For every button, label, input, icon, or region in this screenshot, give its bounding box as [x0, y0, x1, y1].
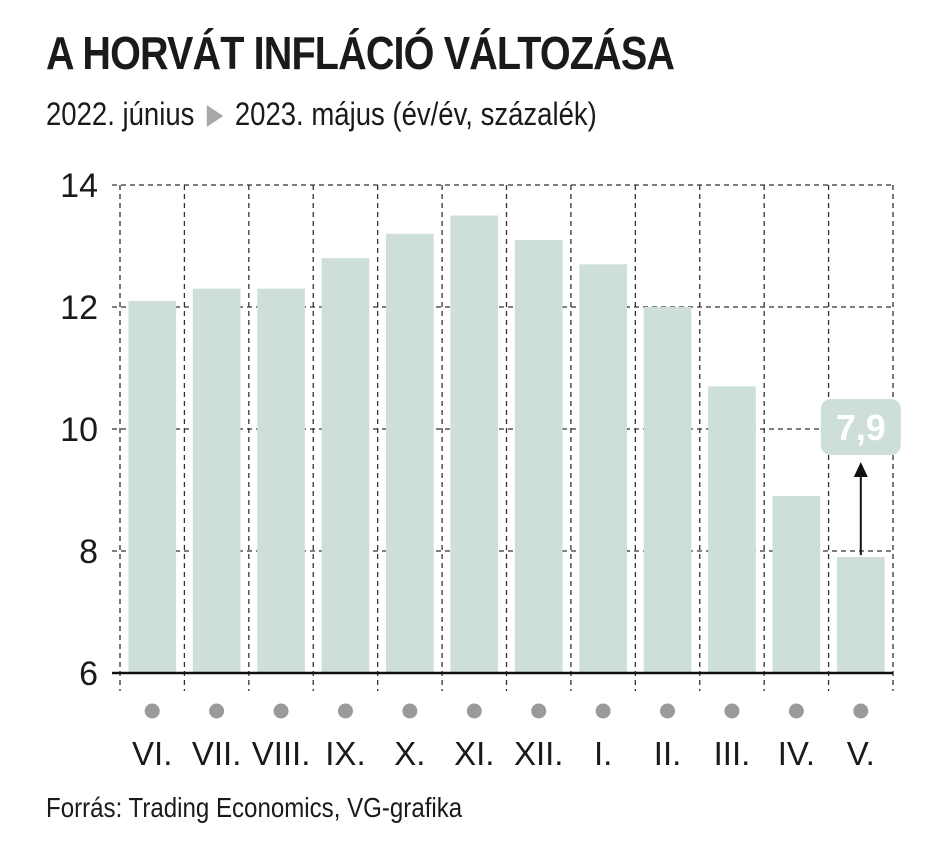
- y-tick-label: 8: [79, 533, 98, 571]
- bar-vi: [128, 300, 177, 673]
- bar-ii: [643, 307, 692, 673]
- category-dot: [724, 703, 740, 719]
- category-dot: [402, 703, 418, 719]
- grid-lines: [112, 184, 894, 691]
- play-arrow-icon: [206, 105, 223, 127]
- x-tick-label: VII.: [192, 735, 242, 772]
- bar-xii: [514, 239, 563, 673]
- category-dot: [788, 703, 804, 719]
- x-tick-label: IV.: [778, 735, 815, 772]
- bar-ix: [321, 258, 370, 673]
- x-tick-label: X.: [394, 735, 425, 772]
- category-dot: [273, 703, 289, 719]
- callout-value: 7,9: [836, 407, 886, 448]
- x-tick-label: II.: [654, 735, 682, 772]
- bar-v: [836, 557, 885, 673]
- source-note: Forrás: Trading Economics, VG-grafika: [46, 792, 463, 823]
- category-dot: [466, 703, 482, 719]
- y-tick-label: 14: [60, 167, 98, 205]
- bar-iii: [708, 386, 756, 673]
- y-tick-label: 10: [60, 411, 98, 449]
- bar-vii: [192, 288, 241, 673]
- bar-viii: [257, 288, 305, 673]
- x-tick-label: V.: [847, 735, 875, 772]
- callout-box: [820, 399, 901, 455]
- x-tick-label: XII.: [514, 735, 564, 772]
- chart-subtitle: 2022. június 2023. május (év/év, százalék…: [46, 96, 597, 133]
- bar-x: [386, 233, 434, 674]
- category-dot: [144, 703, 160, 719]
- chart-title: A HORVÁT INFLÁCIÓ VÁLTOZÁSA: [46, 27, 675, 79]
- callout-arrowhead: [853, 462, 868, 477]
- x-tick-label: VIII.: [252, 735, 311, 772]
- x-tick-label: I.: [594, 735, 612, 772]
- category-dot: [531, 703, 547, 719]
- subtitle-end: 2023. május (év/év, százalék): [234, 96, 597, 132]
- bars: [128, 215, 885, 674]
- annotation: 7,9: [820, 399, 901, 556]
- labels: 6 8 10 12 14 VI. VII. VIII. IX. X. XI. XII. I. II. III…: [60, 167, 875, 772]
- bar-iv: [772, 496, 821, 673]
- bar-xi: [450, 215, 499, 673]
- x-tick-label: VI.: [132, 735, 172, 772]
- x-tick-label: IX.: [325, 735, 365, 772]
- category-dot: [660, 703, 676, 719]
- x-tick-label: XI.: [454, 735, 494, 772]
- x-tick-label: III.: [714, 735, 751, 772]
- category-dot: [337, 703, 353, 719]
- category-dot: [853, 703, 869, 719]
- category-dot: [209, 703, 225, 719]
- bar-i: [579, 264, 627, 673]
- category-dot: [595, 703, 611, 719]
- y-tick-label: 12: [60, 289, 98, 327]
- subtitle-start: 2022. június: [46, 96, 195, 132]
- y-tick-label: 6: [79, 655, 98, 693]
